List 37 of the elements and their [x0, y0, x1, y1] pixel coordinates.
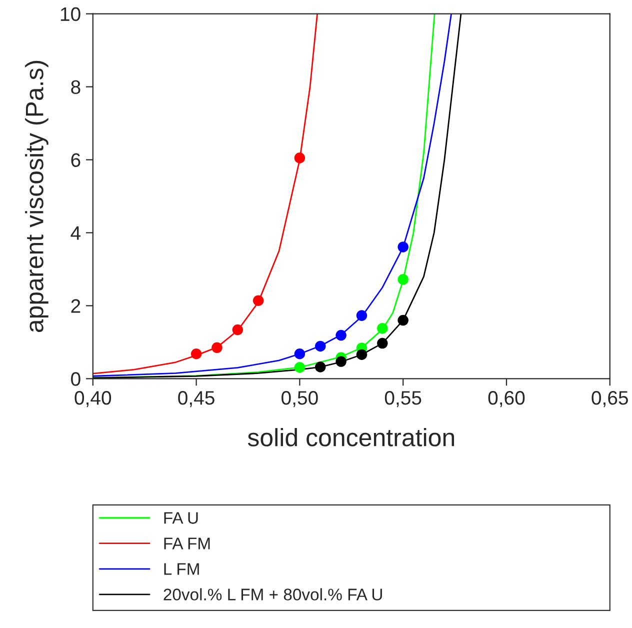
- point: [398, 274, 408, 285]
- y-tick-label: 4: [70, 226, 81, 240]
- y-tick-label: 2: [71, 299, 80, 313]
- x-tick-label: 0,45: [178, 391, 214, 408]
- point: [356, 349, 368, 360]
- legend-label: FA FM: [164, 538, 210, 550]
- point: [212, 342, 222, 354]
- y-tick-label: 10: [60, 7, 80, 22]
- x-tick-label: 0,40: [74, 391, 112, 408]
- point: [377, 338, 388, 349]
- point: [336, 356, 346, 367]
- point: [294, 362, 306, 373]
- legend-label: FA U: [164, 512, 198, 524]
- point: [232, 324, 244, 336]
- point: [398, 242, 408, 252]
- point: [190, 348, 202, 360]
- point: [314, 340, 326, 352]
- line-series: [92, 14, 318, 374]
- point: [356, 310, 368, 321]
- point: [294, 152, 306, 164]
- point: [252, 295, 264, 306]
- x-tick-label: 0,55: [384, 391, 422, 408]
- point: [314, 362, 326, 372]
- y-tick-label: 0: [71, 372, 80, 386]
- point: [336, 330, 346, 341]
- point: [398, 314, 408, 326]
- y-tick-label: 6: [71, 153, 80, 167]
- x-tick-label: 0,50: [282, 391, 318, 408]
- y-axis-title: apparent viscosity (Pa.s): [25, 60, 48, 332]
- x-axis-title: solid concentration: [248, 428, 454, 446]
- point: [294, 348, 306, 360]
- x-tick-label: 0,60: [488, 391, 525, 408]
- legend-label: 20vol.% L FM + 80vol.% FA U: [164, 588, 382, 600]
- y-tick-label: 8: [71, 80, 80, 94]
- legend-label: L FM: [164, 563, 199, 575]
- x-tick-label: 0,65: [592, 391, 628, 408]
- point: [377, 322, 388, 334]
